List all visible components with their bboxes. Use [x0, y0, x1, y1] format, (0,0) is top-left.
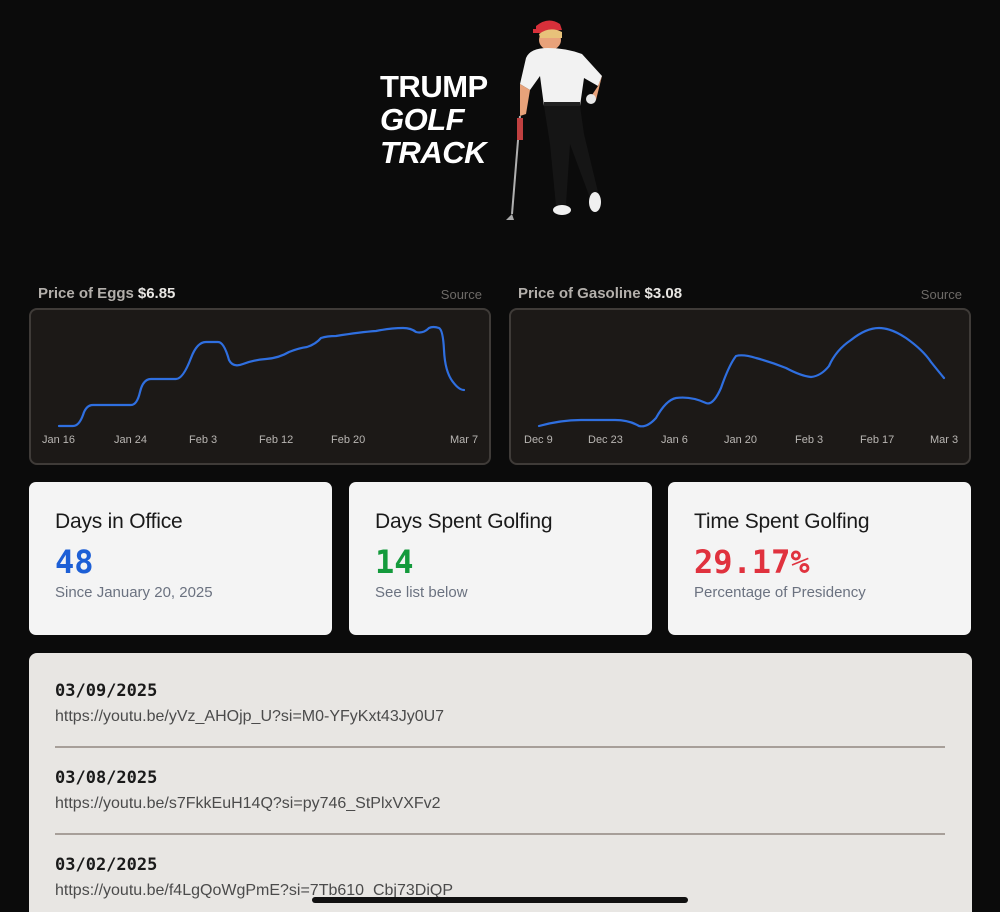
stat-title: Days in Office [55, 510, 183, 533]
golf-days-list: 03/09/2025 https://youtu.be/yVz_AHOjp_U?… [29, 653, 972, 912]
eggs-price-value: $6.85 [137, 285, 176, 302]
gas-chart-svg: Dec 9 Dec 23 Jan 6 Jan 20 Feb 3 Feb 17 M… [524, 326, 958, 446]
stat-value: 48 [55, 543, 94, 581]
eggs-chart-svg: Jan 16 Jan 24 Feb 3 Feb 12 Feb 20 Mar 7 [42, 325, 478, 446]
stat-subtitle: Since January 20, 2025 [55, 584, 213, 601]
stat-subtitle: Percentage of Presidency [694, 584, 866, 601]
eggs-chart-label: Price of Eggs [38, 285, 134, 302]
logo-line-2: GOLF [380, 102, 465, 137]
entry-video-link[interactable]: https://youtu.be/s7FkkEuH14Q?si=py746_St… [55, 795, 441, 812]
gas-price-chart-card: Price of Gasoline $3.08 Source Dec 9 Dec … [509, 282, 971, 466]
entry-video-link[interactable]: https://youtu.be/yVz_AHOjp_U?si=M0-YFyKx… [55, 708, 445, 725]
hero-header: TRUMP GOLF TRACK [0, 0, 1000, 260]
eggs-x-tick: Feb 20 [331, 434, 365, 446]
stat-title: Time Spent Golfing [694, 510, 870, 533]
eggs-chart-header: Price of Eggs $6.85 Source [29, 282, 491, 306]
eggs-price-chart-card: Price of Eggs $6.85 Source Jan 16 Jan 24 … [29, 282, 491, 466]
stat-value: 29.17% [694, 543, 810, 581]
eggs-chart-title: Price of Eggs $6.85 [38, 285, 175, 302]
stat-title: Days Spent Golfing [375, 510, 553, 533]
eggs-line-series [57, 325, 466, 428]
list-item: 03/02/2025 https://youtu.be/f4LgQoWgPmE?… [55, 855, 945, 912]
gas-chart-header: Price of Gasoline $3.08 Source [509, 282, 971, 306]
gas-chart-title: Price of Gasoline $3.08 [518, 285, 682, 302]
gas-x-tick: Jan 20 [724, 434, 757, 446]
home-indicator-bar[interactable] [312, 897, 688, 903]
logo-line-1: TRUMP [380, 69, 488, 104]
gas-x-tick: Mar 3 [930, 434, 958, 446]
entry-date: 03/02/2025 [55, 855, 158, 875]
logo-line-3: TRACK [380, 135, 486, 170]
entry-date: 03/09/2025 [55, 681, 158, 701]
days-in-office-card: Days in Office 48 Since January 20, 2025 [29, 482, 332, 635]
stat-subtitle: See list below [375, 584, 468, 601]
eggs-x-tick: Feb 12 [259, 434, 293, 446]
gas-x-tick: Feb 17 [860, 434, 894, 446]
gas-chart-plot: Dec 9 Dec 23 Jan 6 Jan 20 Feb 3 Feb 17 M… [509, 308, 971, 465]
stat-value: 14 [375, 543, 414, 581]
site-logo[interactable]: TRUMP GOLF TRACK [380, 70, 488, 169]
gas-chart-label: Price of Gasoline [518, 285, 641, 302]
gas-x-tick: Feb 3 [795, 434, 823, 446]
gas-source-link[interactable]: Source [920, 287, 962, 302]
eggs-x-tick: Mar 7 [450, 434, 478, 446]
gas-price-value: $3.08 [644, 285, 683, 302]
golfer-figure-image [506, 20, 602, 220]
gas-line-series [537, 326, 946, 428]
gas-x-tick: Dec 23 [588, 434, 623, 446]
list-item: 03/08/2025 https://youtu.be/s7FkkEuH14Q?… [55, 768, 945, 835]
eggs-chart-plot: Jan 16 Jan 24 Feb 3 Feb 12 Feb 20 Mar 7 [29, 308, 491, 465]
days-golfing-card: Days Spent Golfing 14 See list below [349, 482, 652, 635]
eggs-x-tick: Jan 24 [114, 434, 147, 446]
time-golfing-card: Time Spent Golfing 29.17% Percentage of … [668, 482, 971, 635]
gas-x-tick: Jan 6 [661, 434, 688, 446]
gas-x-tick: Dec 9 [524, 434, 553, 446]
entry-video-link[interactable]: https://youtu.be/f4LgQoWgPmE?si=7Tb610_C… [55, 882, 453, 899]
entry-date: 03/08/2025 [55, 768, 158, 788]
list-item: 03/09/2025 https://youtu.be/yVz_AHOjp_U?… [55, 681, 945, 748]
eggs-x-tick: Jan 16 [42, 434, 75, 446]
eggs-x-tick: Feb 3 [189, 434, 217, 446]
eggs-source-link[interactable]: Source [440, 287, 482, 302]
